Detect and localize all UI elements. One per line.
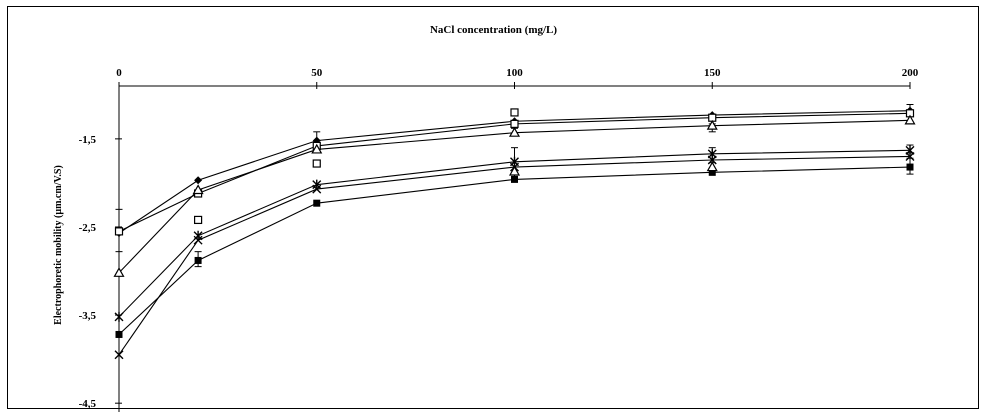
y-tick-label: -2,5 xyxy=(79,222,97,234)
scatter-point xyxy=(706,161,718,172)
series-6-point xyxy=(194,256,202,264)
series-line-3 xyxy=(118,119,911,274)
x-tick-label: 50 xyxy=(311,67,323,79)
chart-title: NaCl concentration (mg/L) xyxy=(429,24,558,36)
series-5-point xyxy=(707,155,717,165)
scatter-point xyxy=(508,165,521,176)
y-tick-label: -3,5 xyxy=(79,310,97,322)
x-tick-label: 200 xyxy=(902,67,919,79)
series-line-5 xyxy=(118,155,911,356)
series-5-point xyxy=(114,350,124,360)
scatter-point xyxy=(312,159,321,168)
series-4-point xyxy=(114,311,124,322)
x-tick-label: 0 xyxy=(116,67,122,79)
series-line-4 xyxy=(118,149,911,318)
y-tick-label: -1,5 xyxy=(79,134,97,146)
scatter-point xyxy=(510,108,519,117)
series-line-6 xyxy=(118,166,911,335)
series-line-1 xyxy=(118,110,911,234)
series-3-point xyxy=(904,114,916,125)
series-3-point xyxy=(113,267,125,277)
x-tick-label: 100 xyxy=(506,67,523,79)
y-tick-label: -4,5 xyxy=(79,398,97,410)
series-line-2 xyxy=(118,112,911,232)
scatter-point xyxy=(194,215,203,225)
series-6-point xyxy=(708,168,716,176)
series-3-point xyxy=(706,119,718,130)
series-2-point xyxy=(114,227,124,236)
series-6-point xyxy=(511,175,518,183)
series-1-point xyxy=(194,176,203,185)
series-6-point xyxy=(313,199,321,207)
x-tick-label: 150 xyxy=(704,67,721,79)
series-3-point xyxy=(311,143,323,154)
series-6-point xyxy=(115,330,123,338)
series-5-point xyxy=(312,184,322,194)
series-5-point xyxy=(193,235,203,245)
series-2-point xyxy=(510,119,519,128)
series-5-point xyxy=(905,151,915,161)
series-3-point xyxy=(508,126,521,137)
series-3-point xyxy=(192,184,204,195)
series-6-point xyxy=(906,163,914,171)
